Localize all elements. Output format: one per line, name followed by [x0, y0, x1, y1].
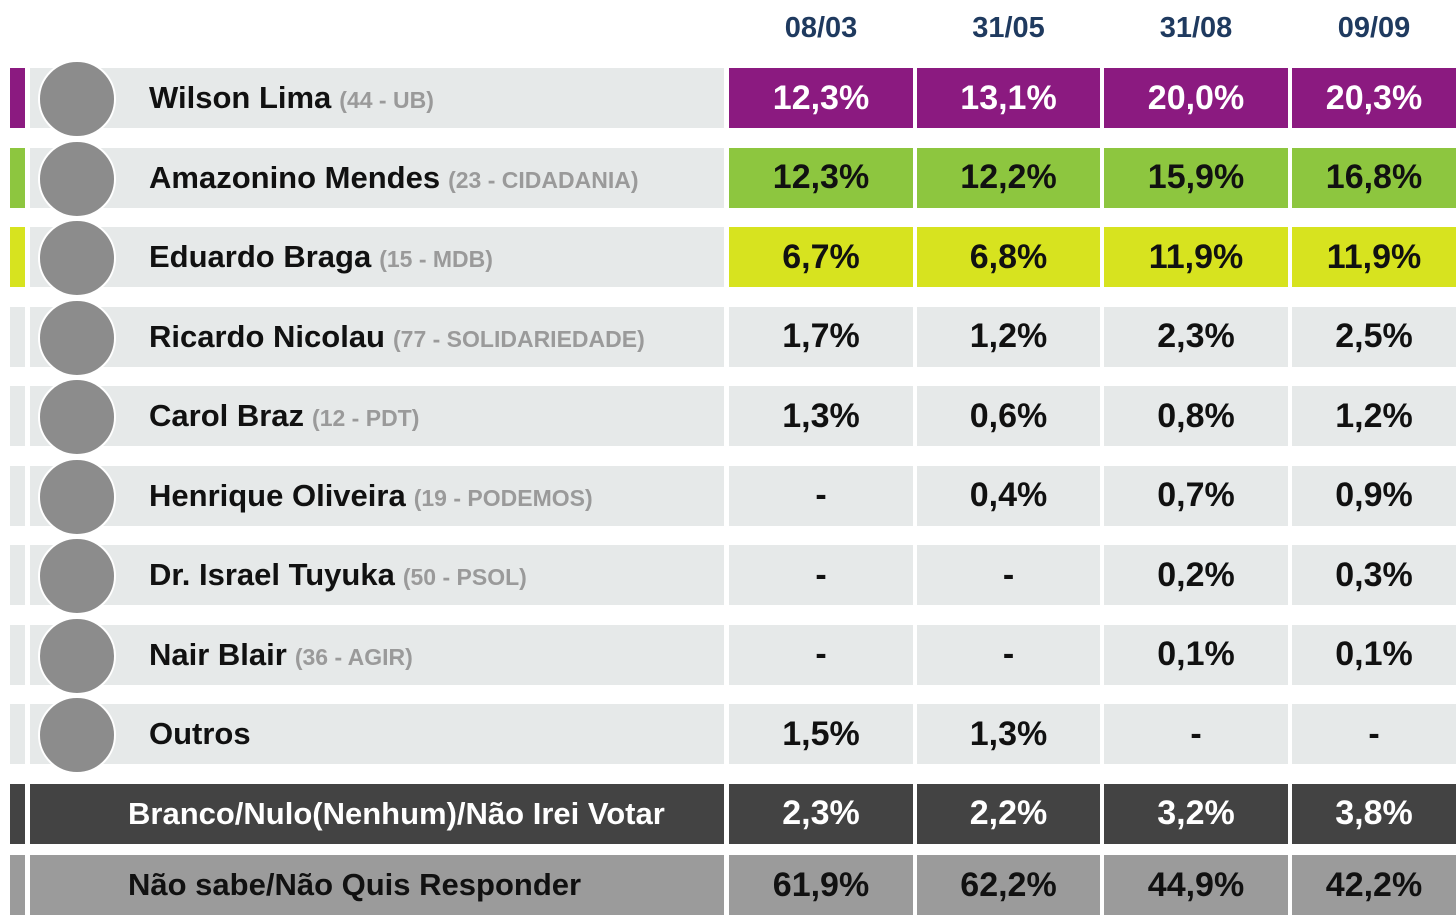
date-header: 08/03 [784, 12, 858, 44]
value-cell: 1,3% [729, 386, 913, 446]
value-cell: 2,5% [1292, 306, 1456, 367]
avatar [38, 139, 116, 218]
row-marker [10, 855, 25, 915]
row-marker [10, 147, 25, 208]
value-cell: 42,2% [1292, 855, 1456, 915]
date-header: 31/08 [1159, 12, 1233, 44]
value-cell: 0,8% [1104, 386, 1288, 446]
name-cell: Wilson Lima (44 - UB) [30, 68, 724, 128]
avatar [38, 60, 116, 138]
value-cell: 61,9% [729, 855, 913, 915]
value-cell: 12,3% [729, 147, 913, 208]
candidate-name: Carol Braz (12 - PDT) [149, 398, 420, 433]
value-cell: 0,4% [917, 465, 1100, 526]
name-cell: Henrique Oliveira (19 - PODEMOS) [30, 465, 724, 526]
avatar [38, 616, 116, 695]
avatar [38, 457, 116, 536]
value-cell: 1,2% [1292, 386, 1456, 446]
candidate-name: Nair Blair (36 - AGIR) [149, 636, 413, 672]
party: (15 - MDB) [379, 246, 493, 272]
name-cell: Ricardo Nicolau (77 - SOLIDARIEDADE) [30, 306, 724, 367]
row-marker [10, 465, 25, 526]
value-cell: 0,9% [1292, 465, 1456, 526]
date-header: 31/05 [972, 12, 1045, 44]
value-cell: 44,9% [1104, 855, 1288, 915]
name-cell: Amazonino Mendes (23 - CIDADANIA) [30, 147, 724, 208]
row-marker [10, 306, 25, 367]
avatar [38, 537, 116, 615]
value-cell: 13,1% [917, 68, 1100, 128]
value-cell: 16,8% [1292, 147, 1456, 208]
summary-label: Não sabe/Não Quis Responder [128, 867, 582, 902]
value-cell: - [729, 545, 913, 605]
value-cell: 2,2% [917, 783, 1100, 844]
party: (23 - CIDADANIA) [448, 166, 639, 193]
value-cell: - [729, 465, 913, 526]
value-cell: 11,9% [1104, 227, 1288, 287]
value-cell: 0,7% [1104, 465, 1288, 526]
value-cell: 0,1% [1292, 624, 1456, 685]
value-cell: 2,3% [729, 783, 913, 844]
candidate-name: Henrique Oliveira (19 - PODEMOS) [149, 477, 593, 513]
value-cell: 1,2% [917, 306, 1100, 367]
value-cell: 0,3% [1292, 545, 1456, 605]
value-cell: 62,2% [917, 855, 1100, 915]
candidate-name: Outros [149, 716, 251, 751]
row-marker [10, 68, 25, 128]
name-cell: Dr. Israel Tuyuka (50 - PSOL) [30, 545, 724, 605]
value-cell: 12,2% [917, 147, 1100, 208]
candidate-name: Eduardo Braga (15 - MDB) [149, 239, 493, 274]
value-cell: 20,3% [1292, 68, 1456, 128]
summary-label-cell: Não sabe/Não Quis Responder [30, 855, 724, 915]
value-cell: 2,3% [1104, 306, 1288, 367]
row-marker [10, 545, 25, 605]
value-cell: - [729, 624, 913, 685]
value-cell: - [1104, 704, 1288, 764]
row-marker [10, 386, 25, 446]
value-cell: 3,2% [1104, 783, 1288, 844]
party: (36 - AGIR) [294, 643, 413, 670]
value-cell: 11,9% [1292, 227, 1456, 287]
date-header: 09/09 [1337, 12, 1411, 44]
value-cell: 15,9% [1104, 147, 1288, 208]
avatar [38, 378, 116, 456]
candidate-name: Ricardo Nicolau (77 - SOLIDARIEDADE) [149, 318, 645, 354]
name-cell: Eduardo Braga (15 - MDB) [30, 227, 724, 287]
party: (50 - PSOL) [402, 564, 527, 590]
value-cell: 0,6% [917, 386, 1100, 446]
value-cell: 20,0% [1104, 68, 1288, 128]
candidate-name: Amazonino Mendes (23 - CIDADANIA) [149, 159, 639, 195]
avatar [38, 219, 116, 297]
party: (12 - PDT) [312, 405, 420, 431]
value-cell: 3,8% [1292, 783, 1456, 844]
candidate-name: Dr. Israel Tuyuka (50 - PSOL) [149, 557, 527, 592]
avatar [38, 298, 116, 377]
name-cell: Nair Blair (36 - AGIR) [30, 624, 724, 685]
value-cell: 6,8% [917, 227, 1100, 287]
value-cell: 1,7% [729, 306, 913, 367]
row-marker [10, 783, 25, 844]
value-cell: 1,3% [917, 704, 1100, 764]
value-cell: - [917, 545, 1100, 605]
avatar [38, 696, 116, 774]
name-cell: Outros [30, 704, 724, 764]
summary-label-cell: Branco/Nulo(Nenhum)/Não Irei Votar [30, 783, 724, 844]
row-marker [10, 624, 25, 685]
value-cell: - [917, 624, 1100, 685]
value-cell: 12,3% [729, 68, 913, 128]
value-cell: 6,7% [729, 227, 913, 287]
row-marker [10, 704, 25, 764]
candidate-name: Wilson Lima (44 - UB) [149, 80, 434, 115]
party: (19 - PODEMOS) [413, 484, 593, 511]
name-cell: Carol Braz (12 - PDT) [30, 386, 724, 446]
row-marker [10, 227, 25, 287]
value-cell: 1,5% [729, 704, 913, 764]
party: (77 - SOLIDARIEDADE) [393, 325, 645, 352]
value-cell: 0,2% [1104, 545, 1288, 605]
summary-label: Branco/Nulo(Nenhum)/Não Irei Votar [128, 795, 665, 831]
party: (44 - UB) [339, 87, 434, 113]
value-cell: 0,1% [1104, 624, 1288, 685]
value-cell: - [1292, 704, 1456, 764]
